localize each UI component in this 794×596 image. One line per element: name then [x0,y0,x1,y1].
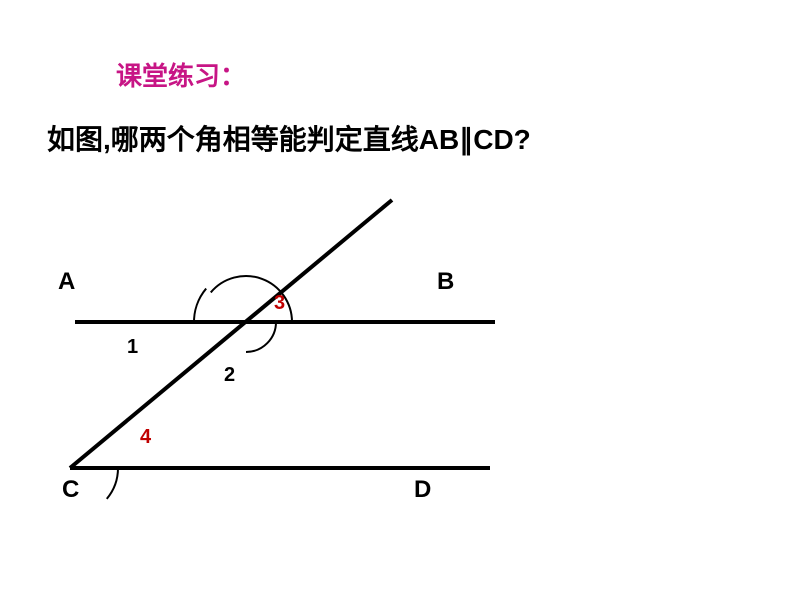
point-label-D: D [414,476,431,504]
slide-canvas: 课堂练习： 如图,哪两个角相等能判定直线AB∥CD? A B C D 1 2 3… [0,0,794,596]
point-label-A: A [58,268,75,296]
angle-label-1: 1 [127,336,138,359]
angle-label-4: 4 [140,426,151,449]
geometry-diagram [0,0,794,596]
angle-label-3: 3 [274,292,285,315]
point-label-B: B [437,268,454,296]
angle-label-2: 2 [224,364,235,387]
point-label-C: C [62,476,79,504]
